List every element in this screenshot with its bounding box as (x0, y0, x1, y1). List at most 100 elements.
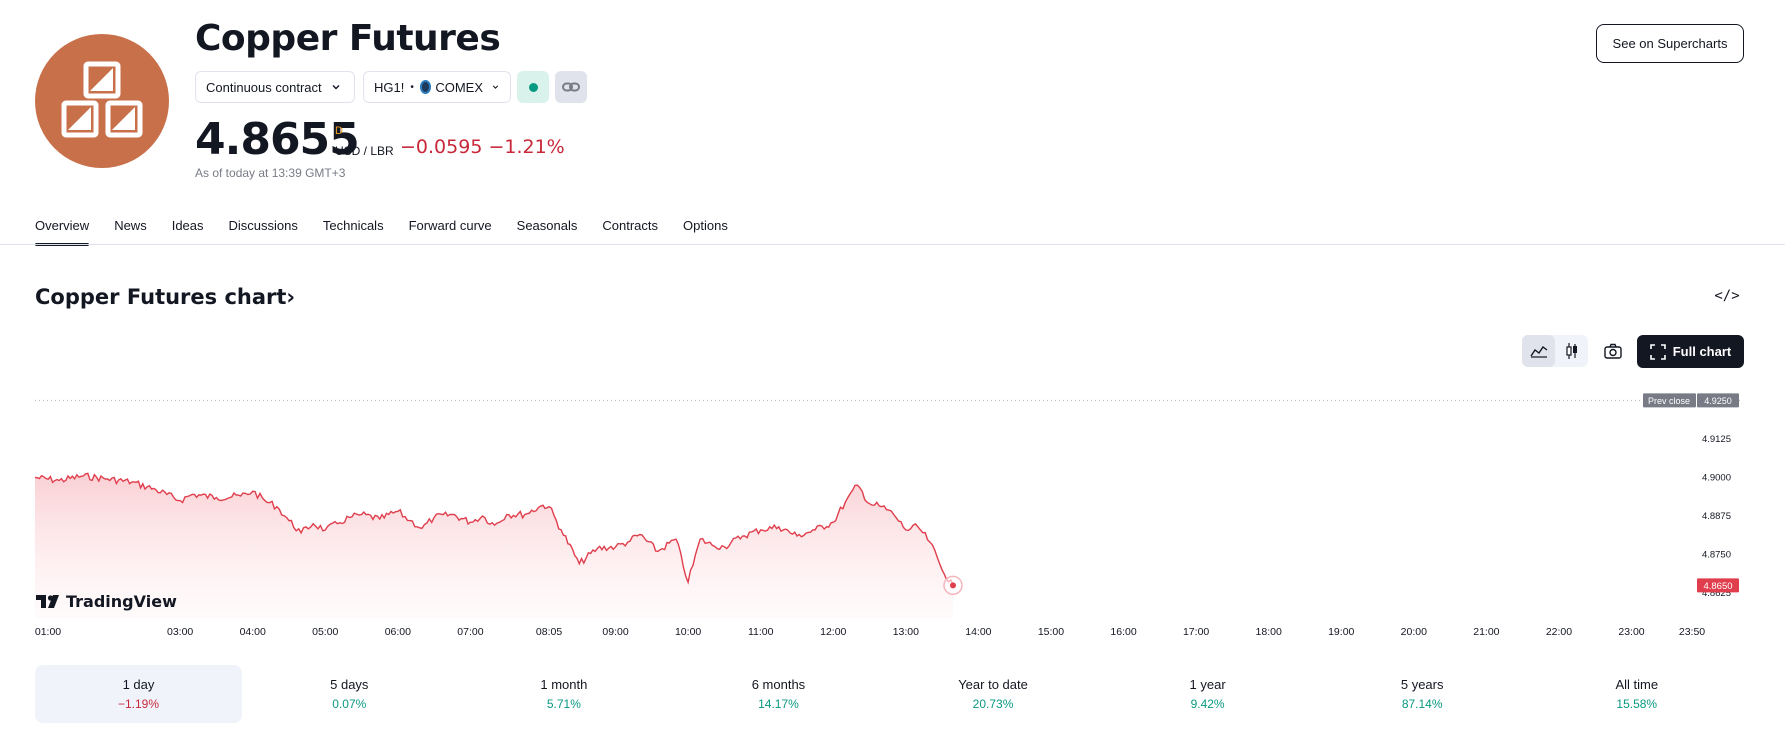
chart-style-switcher (1522, 335, 1588, 367)
x-tick-label: 13:00 (893, 626, 919, 638)
period-label: 6 months (751, 677, 806, 692)
price-chart[interactable]: Prev close 4.9250 4.9125 4.9000 4.8875 4.8750… (0, 380, 1785, 650)
tradingview-brand: TradingView (66, 592, 177, 611)
prev-close-label: Prev close (1648, 396, 1690, 406)
area-chart-button[interactable] (1522, 335, 1555, 367)
symbol-label: HG1! (374, 79, 405, 95)
exchange-label: COMEX (435, 79, 484, 95)
tab-news[interactable]: News (114, 218, 147, 233)
period-selector: 1 day −1.19% 5 days 0.07% 1 month 5.71% … (35, 665, 1744, 723)
period-5-days[interactable]: 5 days 0.07% (242, 665, 457, 723)
period-all-time[interactable]: All time 15.58% (1529, 665, 1744, 723)
tab-technicals[interactable]: Technicals (322, 218, 384, 233)
candles-icon (1565, 343, 1577, 359)
status-dot-icon (528, 82, 538, 92)
period-change: −1.19% (117, 697, 160, 711)
period-label: 1 month (540, 677, 588, 692)
x-tick-label: 16:00 (1110, 626, 1136, 638)
infinity-link-icon (562, 82, 580, 92)
x-tick-label: 08:05 (536, 626, 562, 638)
last-point-dot (950, 582, 957, 589)
period-1-day[interactable]: 1 day −1.19% (35, 665, 242, 723)
x-tick-label: 01:00 (35, 626, 61, 638)
see-on-supercharts-button[interactable]: See on Supercharts (1596, 24, 1744, 63)
exchange-icon (419, 80, 432, 94)
period-change: 14.17% (758, 697, 799, 711)
y-tick-label: 4.8875 (1702, 511, 1731, 522)
chevron-down-icon (492, 85, 499, 89)
series-line (34, 472, 954, 586)
tradingview-icon (36, 594, 59, 608)
change-abs: −0.0595 (400, 136, 483, 158)
tab-ideas[interactable]: Ideas (171, 218, 204, 233)
symbol-tabs: Overview News Ideas Discussions Technica… (35, 216, 753, 246)
x-tick-label: 14:00 (965, 626, 991, 638)
symbol-dropdown[interactable]: HG1! • COMEX (363, 71, 511, 103)
page-title: Copper Futures (195, 18, 501, 59)
period-ytd[interactable]: Year to date 20.73% (886, 665, 1101, 723)
x-tick-label: 10:00 (675, 626, 701, 638)
x-tick-label: 17:00 (1183, 626, 1209, 638)
market-status-button[interactable] (517, 71, 549, 103)
x-tick-label: 23:50 (1679, 626, 1705, 638)
y-tick-label: 4.9000 (1702, 472, 1731, 483)
embed-code-icon[interactable]: </> (1714, 288, 1740, 304)
candles-chart-button[interactable] (1555, 335, 1588, 367)
x-tick-label: 12:00 (820, 626, 846, 638)
y-tick-label: 4.9125 (1702, 434, 1731, 445)
period-change: 87.14% (1401, 697, 1443, 711)
period-change: 9.42% (1190, 697, 1225, 711)
continuous-link-button[interactable] (555, 71, 587, 103)
as-of-timestamp: As of today at 13:39 GMT+3 (195, 166, 346, 180)
period-label: Year to date (958, 677, 1028, 692)
tab-discussions[interactable]: Discussions (228, 218, 298, 233)
period-label: 5 days (330, 677, 369, 692)
price-flag: D (335, 125, 343, 137)
period-6-months[interactable]: 6 months 14.17% (671, 665, 886, 723)
period-1-year[interactable]: 1 year 9.42% (1100, 665, 1315, 723)
y-tick-label: 4.8750 (1702, 550, 1731, 561)
prev-close-value: 4.9250 (1704, 396, 1732, 406)
period-label: 1 day (122, 677, 155, 692)
x-tick-label: 23:00 (1618, 626, 1644, 638)
series-area (35, 473, 953, 618)
x-tick-label: 06:00 (385, 626, 411, 638)
tab-options[interactable]: Options (683, 218, 728, 233)
tab-overview[interactable]: Overview (35, 216, 90, 246)
x-tick-label: 15:00 (1038, 626, 1064, 638)
snapshot-button[interactable] (1597, 335, 1629, 367)
tradingview-logo[interactable]: TradingView (36, 592, 177, 611)
contract-dropdown[interactable]: Continuous contract (195, 71, 355, 103)
chevron-down-icon (332, 85, 340, 90)
full-chart-label: Full chart (1672, 344, 1732, 359)
period-5-years[interactable]: 5 years 87.14% (1315, 665, 1530, 723)
prev-close-label-bg (1643, 393, 1696, 408)
period-change: 15.58% (1616, 697, 1658, 711)
tab-forward-curve[interactable]: Forward curve (408, 218, 492, 233)
last-value-bg (1697, 578, 1739, 593)
tabs-divider (0, 244, 1785, 245)
x-tick-label: 11:00 (748, 626, 774, 638)
period-label: 1 year (1189, 677, 1226, 692)
x-tick-label: 22:00 (1546, 626, 1572, 638)
period-change: 0.07% (332, 697, 367, 711)
period-change: 20.73% (972, 697, 1014, 711)
symbol-separator: • (410, 81, 414, 93)
prev-close-value-bg (1697, 393, 1739, 408)
price-change: −0.0595 −1.21% (400, 136, 565, 158)
period-1-month[interactable]: 1 month 5.71% (457, 665, 672, 723)
tab-seasonals[interactable]: Seasonals (516, 218, 578, 233)
camera-icon (1604, 343, 1622, 359)
x-tick-label: 07:00 (457, 626, 483, 638)
x-tick-label: 05:00 (312, 626, 338, 638)
fullscreen-icon (1649, 343, 1666, 360)
change-pct: −1.21% (488, 136, 565, 158)
period-label: 5 years (1400, 677, 1444, 692)
x-tick-label: 20:00 (1401, 626, 1427, 638)
x-tick-label: 09:00 (602, 626, 628, 638)
full-chart-button[interactable]: Full chart (1637, 335, 1744, 368)
tab-contracts[interactable]: Contracts (602, 218, 659, 233)
chart-section-title[interactable]: Copper Futures chart› (35, 285, 296, 309)
contract-label: Continuous contract (206, 79, 322, 95)
x-tick-label: 03:00 (167, 626, 193, 638)
